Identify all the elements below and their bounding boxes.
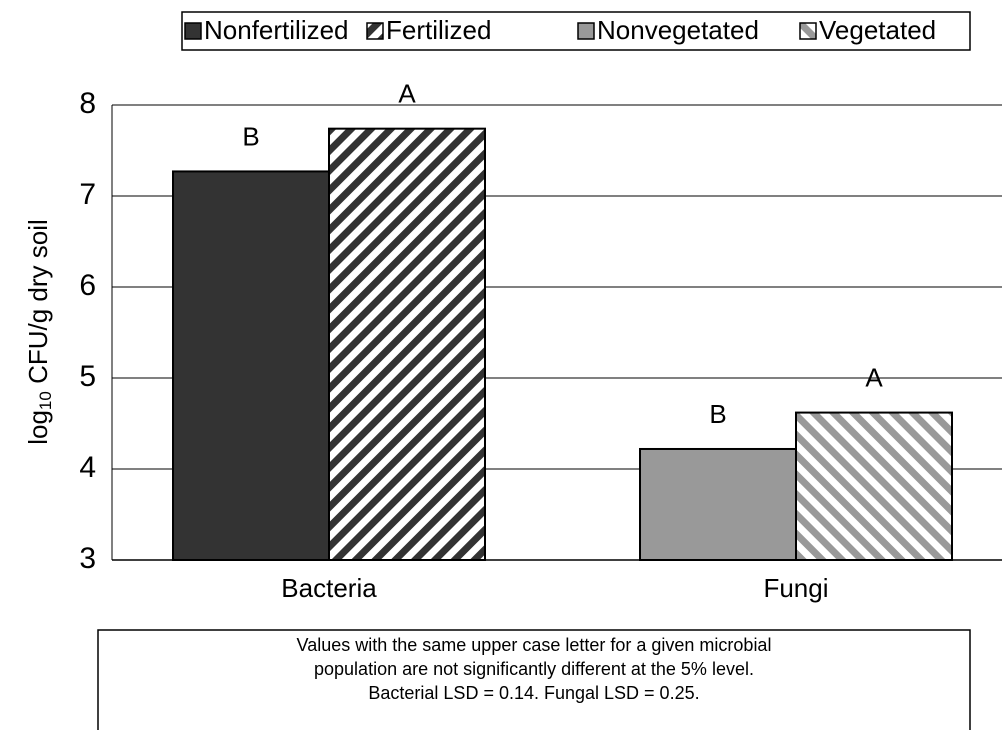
- x-tick-label: Bacteria: [281, 573, 377, 603]
- legend-swatch: [366, 22, 384, 40]
- y-tick-label: 4: [79, 451, 96, 484]
- legend-swatch: [799, 22, 817, 40]
- legend-swatch: [184, 22, 202, 40]
- y-tick-label: 8: [79, 87, 96, 120]
- bar: [639, 447, 797, 562]
- significance-letter: A: [865, 362, 883, 392]
- y-tick-label: 7: [79, 178, 96, 211]
- legend-label: Nonvegetated: [597, 15, 759, 45]
- legend-label: Fertilized: [386, 15, 491, 45]
- y-tick-label: 3: [79, 542, 96, 575]
- bar: [328, 127, 486, 561]
- note-line: Bacterial LSD = 0.14. Fungal LSD = 0.25.: [368, 683, 699, 703]
- legend-label: Vegetated: [819, 15, 936, 45]
- note-box: [97, 629, 971, 730]
- significance-letter: B: [709, 399, 726, 429]
- y-tick-label: 6: [79, 269, 96, 302]
- note-line: Values with the same upper case letter f…: [297, 635, 772, 655]
- legend-label: Nonfertilized: [204, 15, 349, 45]
- note-line: population are not significantly differe…: [314, 659, 754, 679]
- bar: [795, 411, 953, 561]
- bar: [172, 170, 330, 561]
- x-tick-label: Fungi: [763, 573, 828, 603]
- legend-swatch: [577, 22, 595, 40]
- legend-box: [181, 11, 971, 51]
- y-tick-label: 5: [79, 360, 96, 393]
- significance-letter: A: [398, 79, 416, 109]
- significance-letter: B: [242, 121, 259, 151]
- y-axis-label: log10 CFU/g dry soil: [23, 219, 56, 445]
